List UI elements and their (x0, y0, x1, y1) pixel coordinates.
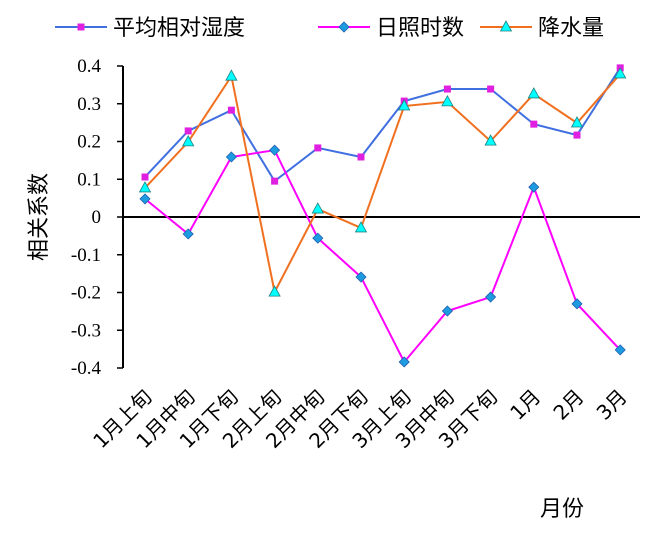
axes: 0.40.30.20.10-0.1-0.2-0.3-0.41月上旬1月中旬1月下… (71, 56, 640, 453)
x-tick-label: 1月 (505, 385, 545, 425)
series-line (144, 73, 621, 296)
triangle-marker (484, 134, 497, 146)
diamond-marker (355, 271, 367, 283)
series-triangle (138, 67, 627, 297)
square-marker (487, 85, 495, 93)
square-marker (357, 153, 365, 161)
y-tick-label: -0.1 (71, 245, 101, 266)
x-axis-label: 月份 (540, 497, 584, 522)
diamond-marker (338, 21, 350, 33)
legend-item: 平均相对湿度 (55, 16, 245, 41)
diamond-marker (614, 344, 626, 356)
y-tick-label: 0.1 (77, 169, 101, 190)
triangle-marker (527, 87, 540, 99)
y-tick-label: -0.3 (71, 320, 101, 341)
x-tick-label: 2月 (548, 385, 588, 425)
square-marker (271, 177, 279, 185)
x-tick-label: 3月 (592, 385, 632, 425)
y-tick-label: 0.4 (77, 56, 101, 77)
triangle-marker (225, 69, 238, 81)
triangle-marker (570, 116, 584, 128)
diamond-marker (182, 228, 194, 240)
y-tick-label: 0.3 (77, 94, 101, 115)
legend-label: 日照时数 (376, 16, 464, 41)
y-axis-label: 相关系数 (27, 173, 52, 261)
legend-item: 降水量 (480, 16, 604, 41)
series-line (144, 149, 621, 364)
y-tick-label: 0 (92, 207, 102, 228)
square-marker (77, 23, 85, 31)
legend-label: 降水量 (538, 16, 604, 41)
y-tick-label: -0.2 (71, 283, 101, 304)
square-marker (443, 85, 451, 93)
diamond-marker (485, 291, 497, 303)
series-group (138, 64, 627, 368)
legend-item: 日照时数 (318, 16, 464, 41)
square-marker (227, 106, 235, 114)
triangle-marker (182, 135, 195, 147)
diamond-marker (225, 151, 237, 163)
triangle-marker (138, 181, 152, 193)
diamond-marker (139, 193, 151, 205)
triangle-marker (398, 99, 411, 111)
triangle-marker (441, 95, 454, 107)
legend-label: 平均相对湿度 (113, 16, 245, 41)
diamond-marker (528, 181, 540, 193)
square-marker (314, 144, 322, 152)
triangle-marker (268, 285, 281, 297)
diamond-marker (571, 298, 583, 310)
square-marker (573, 131, 581, 139)
series-square (141, 64, 624, 185)
square-marker (141, 173, 149, 181)
diamond-marker (269, 144, 281, 156)
square-marker (530, 120, 538, 128)
triangle-marker (499, 20, 513, 32)
square-marker (184, 127, 192, 135)
series-diamond (139, 144, 626, 368)
y-tick-label: -0.4 (71, 358, 102, 379)
series-line (144, 67, 622, 183)
triangle-marker (614, 67, 627, 79)
y-tick-label: 0.2 (77, 132, 101, 153)
diamond-marker (398, 356, 410, 368)
triangle-marker (311, 202, 324, 214)
diamond-marker (312, 232, 324, 244)
legend: 平均相对湿度 日照时数 降水量 (55, 16, 604, 41)
triangle-marker (354, 221, 368, 233)
diamond-marker (441, 305, 453, 317)
